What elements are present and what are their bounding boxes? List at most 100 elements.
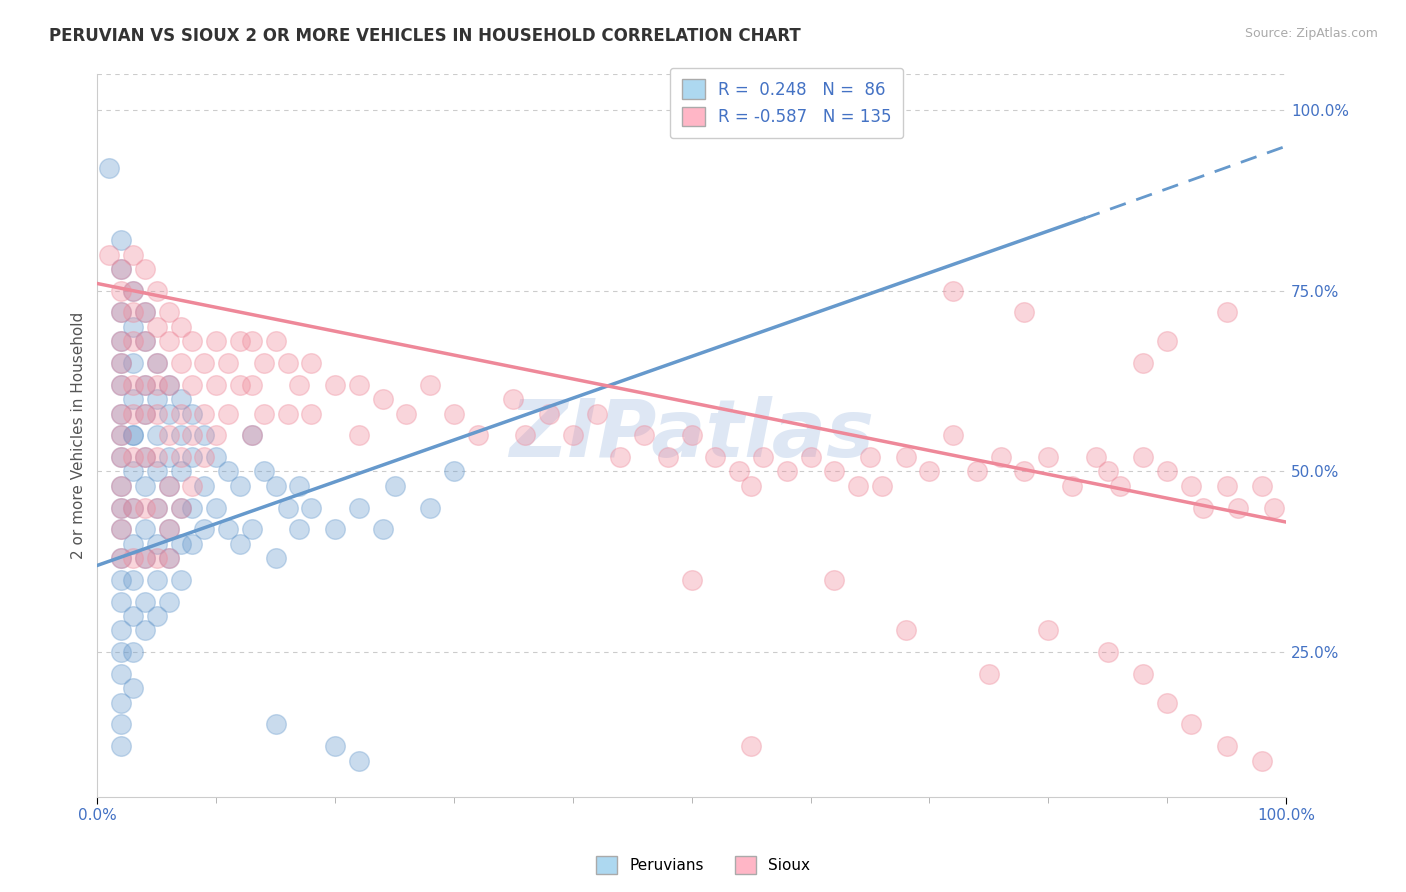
Point: [110, 356, 132, 370]
Point: [419, 377, 441, 392]
Point: [98, 161, 121, 175]
Point: [110, 479, 132, 493]
Point: [870, 479, 893, 493]
Point: [122, 609, 145, 624]
Point: [240, 522, 263, 536]
Point: [859, 450, 882, 464]
Point: [122, 319, 145, 334]
Point: [169, 428, 191, 442]
Point: [1156, 334, 1178, 349]
Point: [193, 479, 215, 493]
Text: ZIPatlas: ZIPatlas: [509, 396, 875, 475]
Point: [110, 305, 132, 319]
Point: [395, 407, 418, 421]
Point: [110, 428, 132, 442]
Point: [299, 500, 322, 515]
Point: [704, 450, 727, 464]
Point: [229, 377, 252, 392]
Point: [169, 500, 191, 515]
Point: [134, 624, 156, 638]
Point: [240, 334, 263, 349]
Point: [288, 522, 311, 536]
Point: [918, 465, 941, 479]
Point: [110, 356, 132, 370]
Point: [264, 479, 287, 493]
Point: [1038, 624, 1060, 638]
Point: [134, 500, 156, 515]
Point: [205, 334, 228, 349]
Point: [229, 479, 252, 493]
Point: [181, 450, 204, 464]
Point: [1014, 305, 1036, 319]
Point: [347, 377, 370, 392]
Point: [146, 573, 169, 587]
Point: [122, 305, 145, 319]
Point: [110, 624, 132, 638]
Point: [110, 407, 132, 421]
Point: [1180, 717, 1202, 731]
Point: [347, 754, 370, 768]
Point: [110, 500, 132, 515]
Point: [146, 551, 169, 566]
Point: [846, 479, 869, 493]
Point: [110, 233, 132, 247]
Point: [657, 450, 679, 464]
Point: [157, 522, 180, 536]
Point: [1251, 754, 1274, 768]
Point: [134, 450, 156, 464]
Point: [110, 717, 132, 731]
Point: [467, 428, 489, 442]
Point: [253, 465, 276, 479]
Point: [217, 407, 239, 421]
Point: [110, 450, 132, 464]
Point: [122, 428, 145, 442]
Point: [110, 450, 132, 464]
Point: [264, 334, 287, 349]
Point: [193, 428, 215, 442]
Point: [122, 392, 145, 406]
Point: [157, 522, 180, 536]
Point: [122, 645, 145, 659]
Legend: Peruvians, Sioux: Peruvians, Sioux: [589, 850, 817, 880]
Point: [157, 407, 180, 421]
Point: [229, 537, 252, 551]
Point: [264, 717, 287, 731]
Point: [942, 284, 965, 298]
Point: [288, 377, 311, 392]
Point: [277, 500, 299, 515]
Point: [371, 392, 394, 406]
Point: [1097, 645, 1119, 659]
Point: [157, 334, 180, 349]
Point: [110, 500, 132, 515]
Point: [122, 450, 145, 464]
Point: [110, 377, 132, 392]
Point: [134, 407, 156, 421]
Legend: R =  0.248   N =  86, R = -0.587   N = 135: R = 0.248 N = 86, R = -0.587 N = 135: [671, 68, 904, 138]
Point: [323, 522, 346, 536]
Point: [110, 645, 132, 659]
Point: [110, 305, 132, 319]
Text: PERUVIAN VS SIOUX 2 OR MORE VEHICLES IN HOUSEHOLD CORRELATION CHART: PERUVIAN VS SIOUX 2 OR MORE VEHICLES IN …: [49, 27, 801, 45]
Point: [823, 465, 845, 479]
Point: [253, 407, 276, 421]
Point: [205, 500, 228, 515]
Point: [169, 573, 191, 587]
Point: [146, 609, 169, 624]
Point: [157, 377, 180, 392]
Point: [169, 465, 191, 479]
Point: [1132, 666, 1154, 681]
Point: [169, 450, 191, 464]
Point: [181, 407, 204, 421]
Point: [110, 334, 132, 349]
Point: [134, 377, 156, 392]
Point: [371, 522, 394, 536]
Point: [157, 428, 180, 442]
Point: [157, 551, 180, 566]
Point: [740, 479, 762, 493]
Point: [157, 594, 180, 608]
Point: [146, 356, 169, 370]
Point: [146, 537, 169, 551]
Point: [1097, 465, 1119, 479]
Point: [134, 334, 156, 349]
Point: [752, 450, 775, 464]
